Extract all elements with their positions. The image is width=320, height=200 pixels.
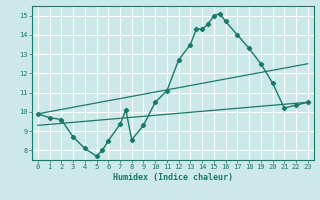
X-axis label: Humidex (Indice chaleur): Humidex (Indice chaleur) [113, 173, 233, 182]
